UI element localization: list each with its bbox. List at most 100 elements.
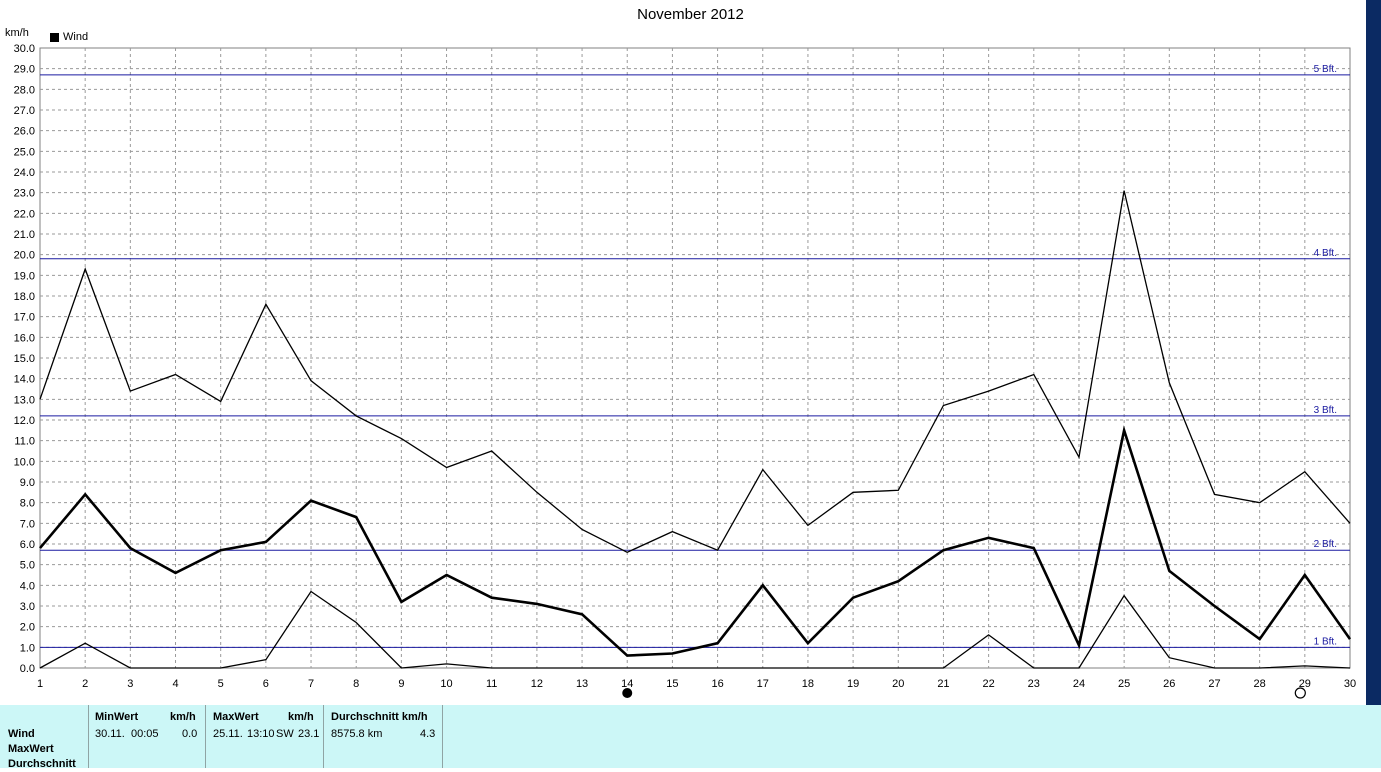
legend: Wind xyxy=(50,31,88,43)
x-tick-label: 2 xyxy=(82,678,88,690)
beaufort-label: 3 Bft. xyxy=(1314,405,1337,416)
x-tick-label: 24 xyxy=(1073,678,1085,690)
x-tick-label: 22 xyxy=(982,678,994,690)
y-tick-label: 20.0 xyxy=(14,250,35,262)
max-value: 23.1 xyxy=(298,728,320,740)
summary-row-labels: Wind MaxWert Durchschnitt xyxy=(8,727,76,772)
summary-min-column: MinWert km/h 30.11. 00:05 0.0 xyxy=(88,705,206,768)
max-date: 25.11. xyxy=(213,728,243,740)
x-tick-label: 14 xyxy=(621,678,633,690)
y-tick-label: 26.0 xyxy=(14,126,35,138)
y-tick-label: 25.0 xyxy=(14,146,35,158)
y-tick-label: 8.0 xyxy=(20,498,35,510)
x-tick-label: 21 xyxy=(937,678,949,690)
y-tick-label: 23.0 xyxy=(14,188,35,200)
beaufort-label: 5 Bft. xyxy=(1314,64,1337,75)
max-direction: SW xyxy=(276,728,294,740)
chart-title: November 2012 xyxy=(637,6,744,23)
x-tick-label: 27 xyxy=(1208,678,1220,690)
y-axis: 0.0 1.0 2.0 3.0 4.0 5.0 6.0 7.0 8.0 9.0 10.0 11.0 12… xyxy=(14,43,35,675)
row-label-wind: Wind xyxy=(8,728,35,740)
x-tick-label: 19 xyxy=(847,678,859,690)
avg-distance: 8575.8 km xyxy=(331,728,383,740)
x-tick-label: 6 xyxy=(263,678,269,690)
y-tick-label: 14.0 xyxy=(14,374,35,386)
x-tick-label: 11 xyxy=(486,678,497,690)
x-tick-label: 16 xyxy=(711,678,723,690)
y-tick-label: 5.0 xyxy=(20,560,35,572)
y-tick-label: 28.0 xyxy=(14,84,35,96)
y-tick-label: 7.0 xyxy=(20,518,35,530)
min-unit: km/h xyxy=(170,711,196,723)
series-average-line xyxy=(39,425,1352,657)
x-tick-label: 7 xyxy=(308,678,314,690)
min-date: 30.11. xyxy=(95,728,125,740)
y-tick-label: 22.0 xyxy=(14,208,35,220)
y-tick-label: 13.0 xyxy=(14,394,35,406)
summary-avg-column: Durchschnitt km/h 8575.8 km 4.3 xyxy=(323,705,443,768)
x-axis: 1 2 3 4 5 6 7 8 9 10 11 12 13 14 15 16 17 18 19 20 21 22 23 24 2… xyxy=(37,678,1356,690)
y-tick-label: 11.0 xyxy=(14,436,35,448)
y-tick-label: 27.0 xyxy=(14,105,35,117)
grid xyxy=(40,48,1350,668)
min-header: MinWert xyxy=(95,711,139,723)
y-tick-label: 0.0 xyxy=(20,663,35,675)
y-tick-label: 24.0 xyxy=(14,167,35,179)
x-tick-label: 8 xyxy=(353,678,359,690)
beaufort-label: 2 Bft. xyxy=(1314,539,1337,550)
x-tick-label: 9 xyxy=(398,678,404,690)
y-tick-label: 29.0 xyxy=(14,64,35,76)
y-axis-unit: km/h xyxy=(5,27,29,39)
min-value: 0.0 xyxy=(182,728,198,740)
series-lines xyxy=(39,190,1352,669)
max-unit: km/h xyxy=(288,711,314,723)
legend-swatch xyxy=(50,32,59,42)
series-max-line xyxy=(39,190,1351,554)
y-tick-label: 19.0 xyxy=(14,270,35,282)
series-min-line xyxy=(39,590,1351,669)
x-tick-label: 28 xyxy=(1254,678,1266,690)
avg-value: 4.3 xyxy=(420,728,436,740)
y-tick-label: 17.0 xyxy=(14,312,35,324)
summary-max-column: MaxWert km/h 25.11. 13:10 SW 23.1 xyxy=(205,705,324,768)
x-tick-label: 3 xyxy=(127,678,133,690)
x-tick-label: 30 xyxy=(1344,678,1356,690)
x-tick-label: 4 xyxy=(172,678,178,690)
beaufort-label: 4 Bft. xyxy=(1314,248,1337,259)
y-tick-label: 21.0 xyxy=(14,229,35,241)
row-label-maxwert: MaxWert xyxy=(8,743,54,755)
x-tick-label: 1 xyxy=(37,678,43,690)
x-tick-label: 25 xyxy=(1118,678,1130,690)
y-tick-label: 16.0 xyxy=(14,332,35,344)
y-tick-label: 10.0 xyxy=(14,456,35,468)
x-tick-label: 13 xyxy=(576,678,588,690)
legend-label: Wind xyxy=(63,31,89,43)
y-tick-label: 3.0 xyxy=(20,601,35,613)
window-edge xyxy=(1366,0,1381,705)
y-tick-label: 1.0 xyxy=(20,642,35,654)
y-tick-label: 12.0 xyxy=(14,415,35,427)
min-time: 00:05 xyxy=(131,728,159,740)
wind-chart: 1 Bft. 2 Bft. 3 Bft. 4 Bft. 5 Bft. 0.0 1.0 2.0… xyxy=(14,43,1356,699)
x-tick-label: 15 xyxy=(666,678,678,690)
x-tick-label: 18 xyxy=(802,678,814,690)
max-time: 13:10 xyxy=(247,728,275,740)
y-tick-label: 9.0 xyxy=(20,477,35,489)
y-tick-label: 2.0 xyxy=(20,622,35,634)
row-label-durchschnitt: Durchschnitt xyxy=(8,758,76,770)
beaufort-label: 1 Bft. xyxy=(1314,636,1337,647)
x-tick-label: 5 xyxy=(218,678,224,690)
y-tick-label: 4.0 xyxy=(20,580,35,592)
max-header: MaxWert xyxy=(213,711,259,723)
new-moon-icon xyxy=(622,688,633,698)
full-moon-icon xyxy=(1294,687,1306,699)
y-tick-label: 30.0 xyxy=(14,43,35,55)
x-tick-label: 20 xyxy=(892,678,904,690)
y-tick-label: 18.0 xyxy=(14,291,35,303)
avg-header: Durchschnitt km/h xyxy=(331,711,428,723)
y-tick-label: 15.0 xyxy=(14,353,35,365)
moon-phases xyxy=(622,687,1306,699)
x-tick-label: 23 xyxy=(1028,678,1040,690)
x-tick-label: 10 xyxy=(440,678,452,690)
beaufort-lines: 1 Bft. 2 Bft. 3 Bft. 4 Bft. 5 Bft. xyxy=(40,64,1350,648)
